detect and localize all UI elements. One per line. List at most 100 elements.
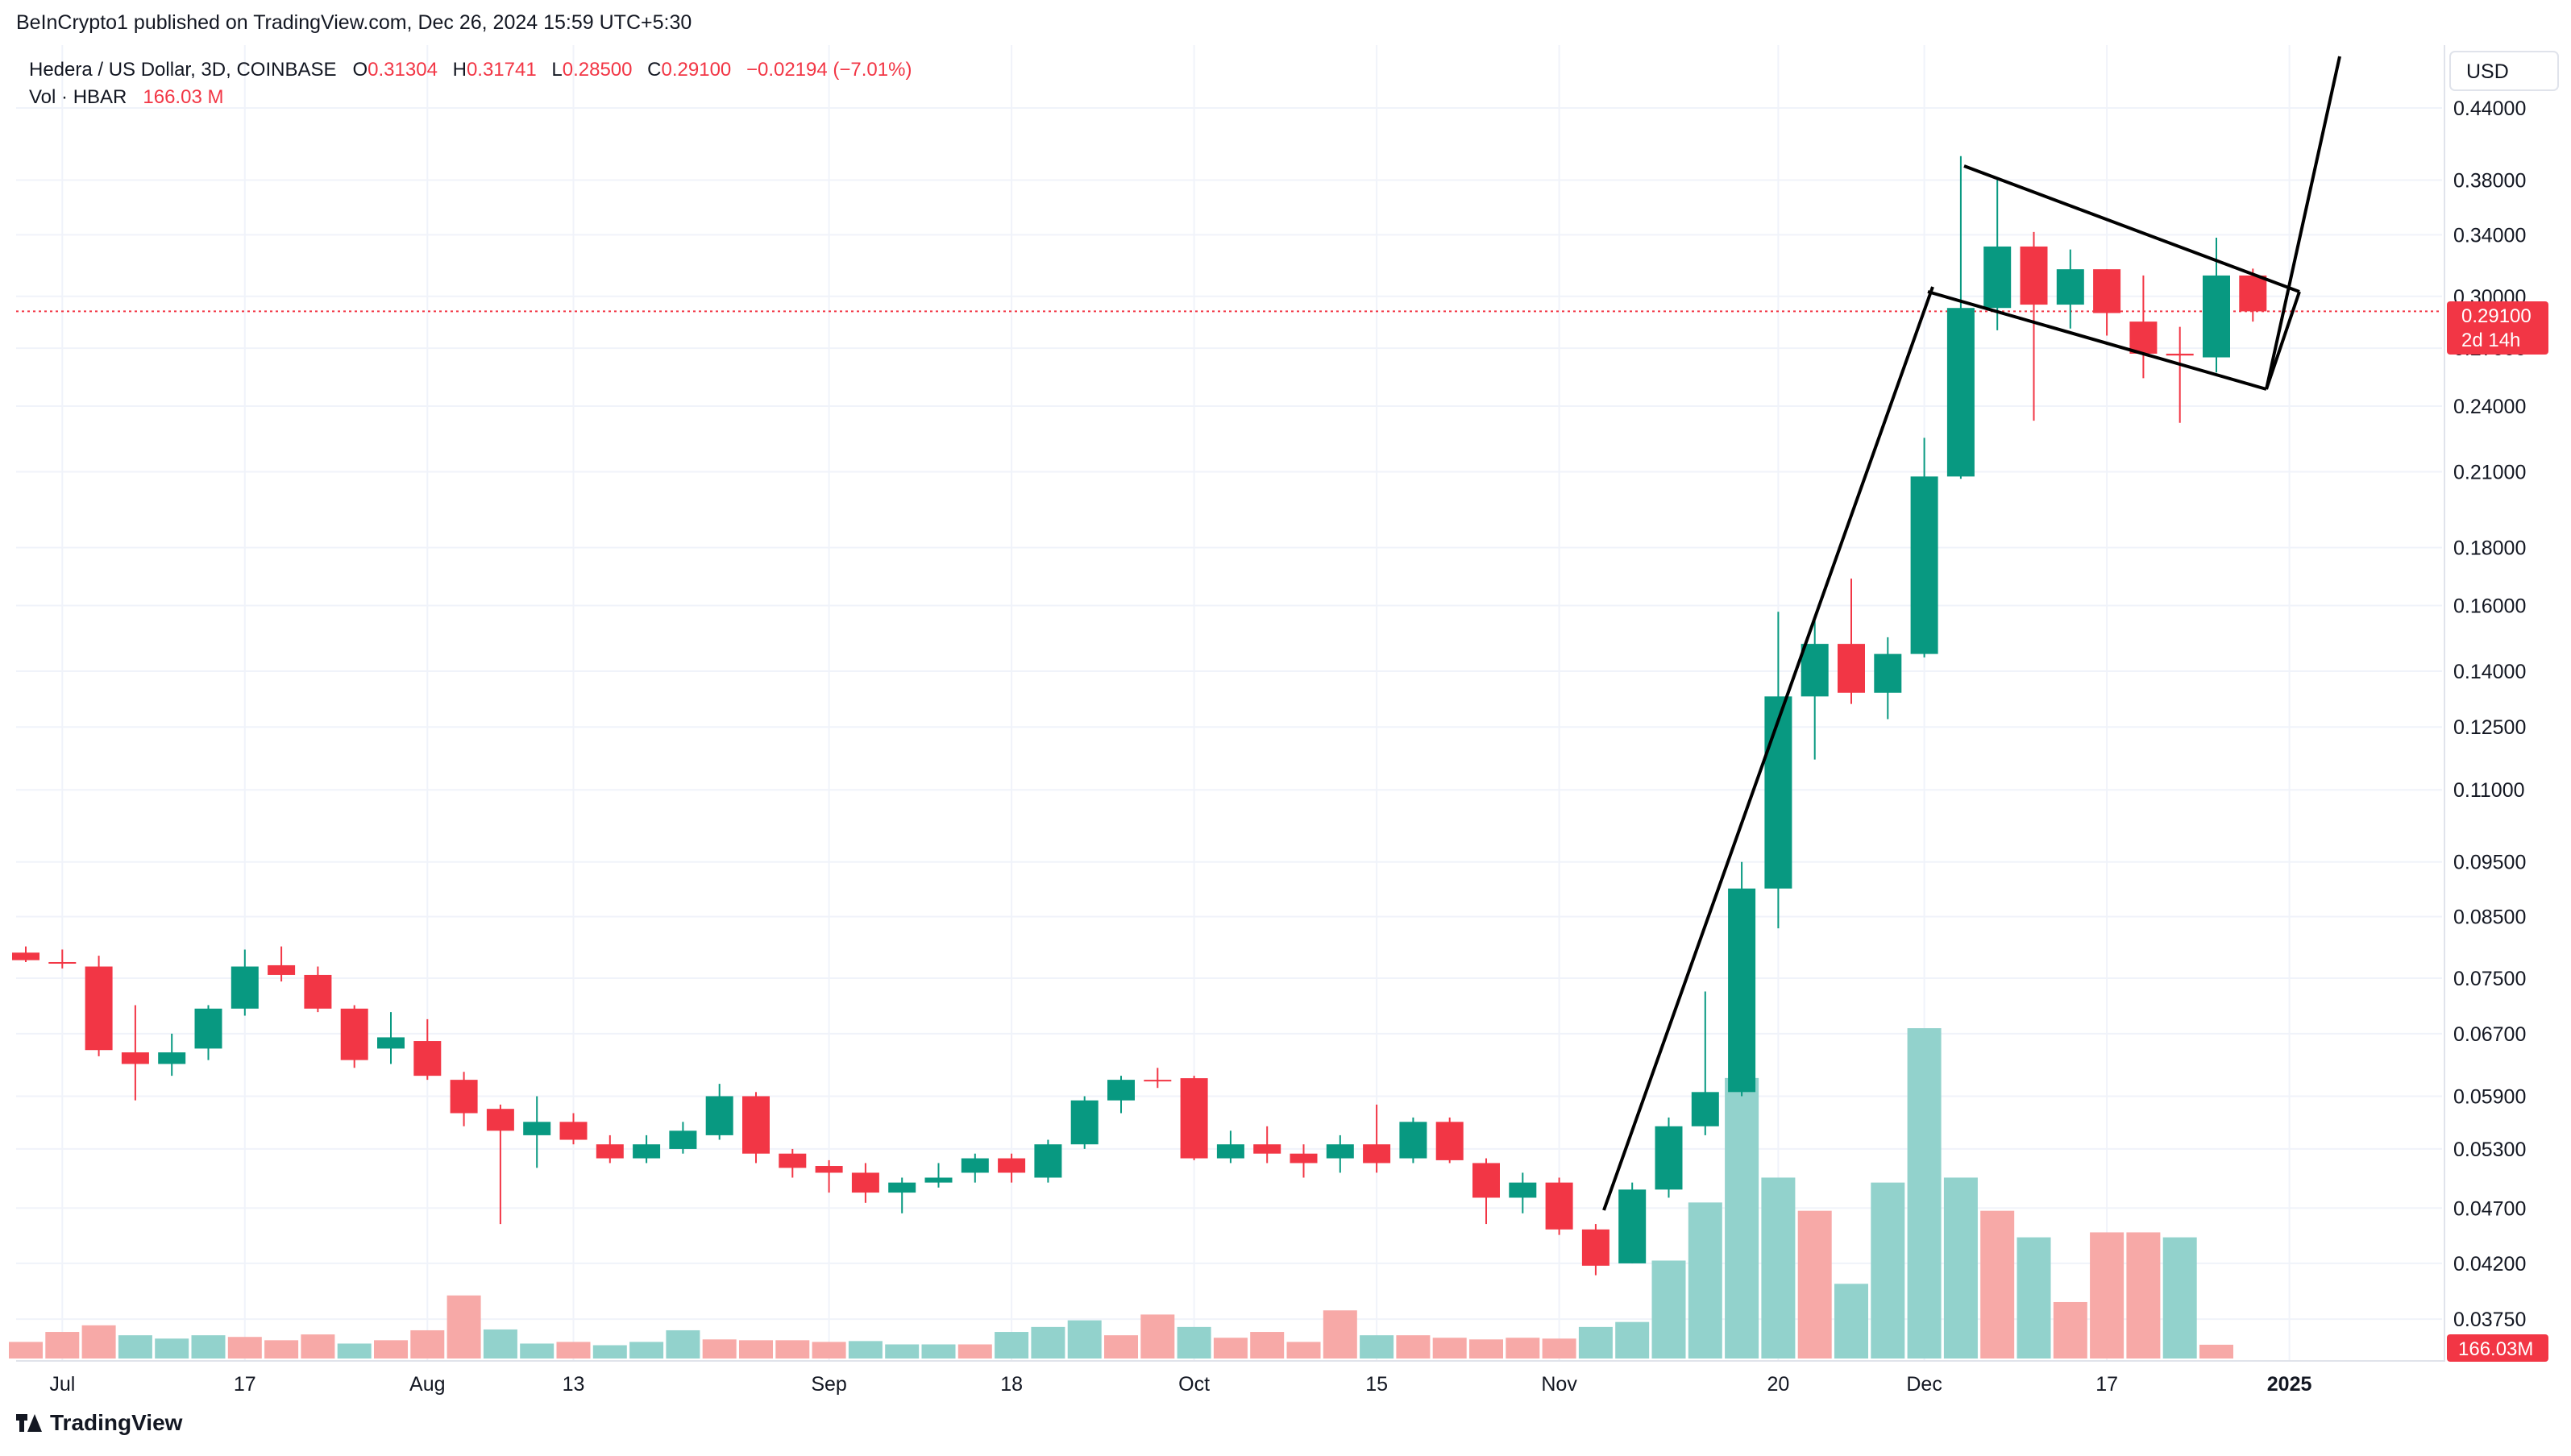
flag-lower-line[interactable] [1927, 290, 2267, 391]
volume-bar [1323, 1310, 1357, 1359]
candle [633, 1135, 661, 1164]
candle-body [2239, 275, 2267, 312]
volume-bar [1761, 1177, 1796, 1359]
bar-countdown: 2d 14h [2461, 330, 2520, 351]
candle [304, 966, 332, 1013]
volume-bar [666, 1329, 700, 1359]
breakout-line[interactable] [2265, 56, 2341, 390]
candle [1581, 1224, 1609, 1276]
volume-bar [2126, 1232, 2161, 1359]
candle [1509, 1172, 1537, 1213]
time-tick-label: 2025 [2267, 1373, 2312, 1396]
candle [2129, 275, 2158, 379]
legend-open-value: 0.31304 [368, 59, 438, 81]
time-axis[interactable]: Jul 17 Aug 13 Sep 18 Oct 15 Nov 20 Dec 17 2025 [49, 1373, 2311, 1396]
candle [2020, 231, 2048, 421]
candle-body [1509, 1182, 1537, 1198]
candle [1435, 1117, 1464, 1164]
tradingview-logo-icon [16, 1414, 42, 1432]
last-price-tag: 0.29100 2d 14h [2447, 301, 2548, 355]
legend-symbol[interactable]: Hedera / US Dollar, 3D, COINBASE [29, 59, 337, 81]
price-tick-label: 0.34000 [2453, 224, 2526, 247]
candle-body [1946, 308, 1975, 477]
volume-bar [483, 1329, 517, 1359]
candle [779, 1148, 807, 1178]
volume-bar [45, 1332, 80, 1359]
volume-bar [520, 1343, 554, 1359]
candle [1838, 579, 1865, 704]
price-tick-label: 0.05300 [2453, 1139, 2526, 1161]
candle-body [1107, 1080, 1135, 1101]
candle-body [486, 1109, 514, 1131]
candle [2056, 249, 2084, 329]
volume-bar [1469, 1339, 1503, 1359]
candle-body [340, 1008, 368, 1060]
candle-body [779, 1153, 807, 1168]
candle-body [1910, 476, 1938, 654]
currency-label[interactable]: USD [2449, 51, 2559, 91]
candle [1545, 1177, 1573, 1235]
legend-volume-label[interactable]: Vol · HBAR [29, 86, 127, 108]
candle-body [1838, 644, 1865, 693]
volume-bar [118, 1335, 152, 1359]
candle-body [596, 1144, 624, 1159]
volume-bar [2199, 1344, 2233, 1359]
flag-close-line[interactable] [2265, 291, 2301, 390]
candle-body [158, 1052, 186, 1064]
volume-bar [1360, 1335, 1394, 1359]
volume-bar [2162, 1237, 2197, 1359]
volume-bar [1286, 1342, 1321, 1359]
candle-body [888, 1182, 916, 1193]
price-tick-label: 0.04700 [2453, 1197, 2526, 1220]
volume-bar [1506, 1338, 1540, 1359]
candle-body [998, 1158, 1026, 1173]
candle [48, 949, 77, 969]
tradingview-logo[interactable]: TradingView [16, 1410, 182, 1436]
candle [523, 1096, 551, 1168]
candle [377, 1012, 405, 1064]
candle [1290, 1144, 1318, 1178]
candle [2166, 326, 2194, 423]
price-axis[interactable]: 0.440000.380000.340000.300000.270000.240… [2453, 97, 2526, 1331]
flagpole-line[interactable] [1602, 286, 1934, 1211]
time-tick-label: 20 [1767, 1373, 1789, 1396]
candle [1983, 180, 2012, 330]
candle-body [1618, 1189, 1647, 1263]
volume-bar [629, 1342, 664, 1359]
candle-body [12, 952, 39, 960]
volume-bar [1688, 1202, 1722, 1359]
candle-body [1545, 1182, 1573, 1230]
candle-body [231, 966, 259, 1009]
candle [742, 1092, 770, 1164]
price-tick-label: 0.38000 [2453, 170, 2526, 193]
price-tick-label: 0.03750 [2453, 1309, 2526, 1331]
candle [998, 1153, 1026, 1183]
legend-volume-row: Vol · HBAR 166.03 M [29, 84, 921, 111]
chart-legend[interactable]: Hedera / US Dollar, 3D, COINBASE O0.3130… [29, 56, 921, 111]
candle-body [304, 974, 332, 1009]
candle-body [851, 1172, 879, 1193]
candle [1655, 1117, 1683, 1198]
price-tick-label: 0.16000 [2453, 595, 2526, 618]
legend-open-label: O [352, 59, 368, 81]
candle [1910, 438, 1938, 657]
volume-bar [2053, 1301, 2087, 1359]
candle-body [1070, 1100, 1099, 1145]
time-tick-label: 17 [2095, 1373, 2118, 1396]
candle-body [559, 1122, 588, 1140]
volume-last-value: 166.03M [2458, 1338, 2533, 1360]
price-tick-label: 0.05900 [2453, 1085, 2526, 1108]
flag-upper-line[interactable] [1963, 164, 2300, 293]
time-tick-label: Dec [1906, 1373, 1942, 1396]
candle-body [1034, 1144, 1062, 1178]
volume-bar [374, 1340, 408, 1359]
price-tick-label: 0.44000 [2453, 97, 2526, 120]
candle [1472, 1158, 1500, 1225]
time-tick-label: 13 [563, 1373, 585, 1396]
candle [1764, 612, 1792, 929]
pattern-drawings[interactable] [1602, 56, 2341, 1211]
publisher-line: BeInCrypto1 published on TradingView.com… [16, 11, 692, 34]
candle [1326, 1135, 1354, 1173]
volume-bar [1834, 1284, 1868, 1359]
